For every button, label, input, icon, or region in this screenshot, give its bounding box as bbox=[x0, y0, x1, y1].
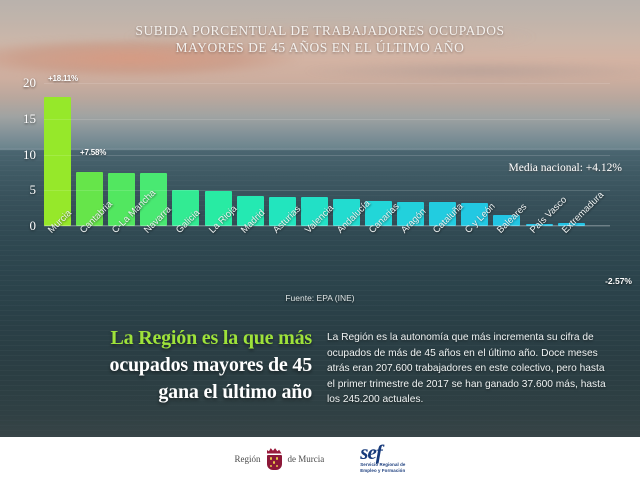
bar-valencia bbox=[300, 197, 328, 226]
data-label-extremadura: -2.57% bbox=[605, 276, 632, 286]
headline-line-2: ocupados mayores de 45 bbox=[109, 354, 313, 376]
data-label-murcia: +18.11% bbox=[48, 74, 78, 83]
crest-castles-icon bbox=[267, 455, 282, 470]
cloud-band-3 bbox=[300, 60, 640, 82]
bar-canarias bbox=[365, 200, 392, 226]
bar-catalu-a bbox=[429, 202, 457, 226]
footer-bar: Región de Murcia sef Servicio Regional d… bbox=[0, 437, 640, 480]
gridline bbox=[44, 154, 610, 156]
chart-title: SUBIDA PORCENTUAL DE TRABAJADORES OCUPAD… bbox=[0, 22, 640, 56]
headline: La Región es la que más ocupados mayores… bbox=[22, 325, 313, 406]
bar-navarra bbox=[140, 173, 168, 226]
sef-wordmark: sef bbox=[360, 440, 382, 465]
bar-c-y-le-n bbox=[461, 203, 489, 226]
headline-line-3: gana el último año bbox=[158, 381, 312, 403]
bar-murcia bbox=[44, 96, 71, 226]
bar-series bbox=[44, 83, 610, 226]
bar-la-rioja bbox=[204, 190, 232, 226]
chart-title-line-2: MAYORES DE 45 AÑOS EN EL ÚLTIMO AÑO bbox=[175, 40, 465, 55]
y-axis-tick: 15 bbox=[23, 110, 36, 126]
y-axis-tick: 5 bbox=[29, 182, 37, 198]
bar-andaluc-a bbox=[332, 198, 360, 226]
sef-subtitle-line-2: Empleo y Formación bbox=[360, 468, 406, 473]
headline-line-1: La Región es la que más bbox=[110, 327, 312, 349]
sef-logo: sef Servicio Regional de Empleo y Formac… bbox=[360, 440, 406, 473]
plot-area bbox=[44, 83, 610, 227]
x-axis-line bbox=[44, 225, 610, 226]
national-average-label: Media nacional: +4.12% bbox=[508, 162, 622, 174]
bar-pa-s-vasco bbox=[525, 223, 553, 226]
y-axis-tick: 10 bbox=[23, 146, 36, 162]
murcia-logo-text-left: Región bbox=[234, 453, 261, 464]
bar-baleares bbox=[493, 214, 521, 226]
gridline bbox=[44, 190, 610, 192]
bar-extremadura bbox=[557, 223, 585, 226]
crown-icon bbox=[266, 448, 282, 454]
logo-row: Región de Murcia sef Servicio Regional d… bbox=[0, 437, 640, 480]
bar-asturias bbox=[268, 196, 296, 226]
bar-arag-n bbox=[397, 201, 425, 226]
y-axis-tick: 20 bbox=[23, 75, 36, 90]
gridline bbox=[44, 83, 610, 84]
cloud-band-2 bbox=[120, 24, 540, 50]
bottom-vignette bbox=[0, 380, 640, 437]
murcia-crest-icon bbox=[266, 448, 283, 470]
bar-chart: 0 5 10 15 20 +18.11% +7.58% Media nacional: … bbox=[0, 70, 640, 286]
data-label-cantabria: +7.58% bbox=[80, 148, 107, 157]
x-axis-labels: Murcia Cantabria C-La Mancha Navarra Galicia… bbox=[44, 188, 640, 290]
bar-galicia bbox=[172, 189, 200, 226]
gridline bbox=[44, 118, 610, 120]
background-photo bbox=[0, 0, 640, 437]
gridline bbox=[44, 226, 610, 227]
y-axis-tick: 0 bbox=[29, 218, 37, 233]
source-note: Fuente: EPA (INE) bbox=[285, 293, 355, 303]
bar-madrid bbox=[236, 195, 264, 226]
murcia-logo-text-right: de Murcia bbox=[287, 453, 325, 464]
bar-c-la-mancha bbox=[108, 172, 136, 226]
body-paragraph: La Región es la autonomía que más increm… bbox=[327, 332, 606, 405]
region-de-murcia-logo: Región de Murcia bbox=[234, 448, 325, 470]
chart-title-line-1: SUBIDA PORCENTUAL DE TRABAJADORES OCUPAD… bbox=[135, 23, 505, 38]
bar-cantabria bbox=[76, 171, 104, 226]
sef-subtitle-line-1: Servicio Regional de bbox=[360, 462, 406, 468]
